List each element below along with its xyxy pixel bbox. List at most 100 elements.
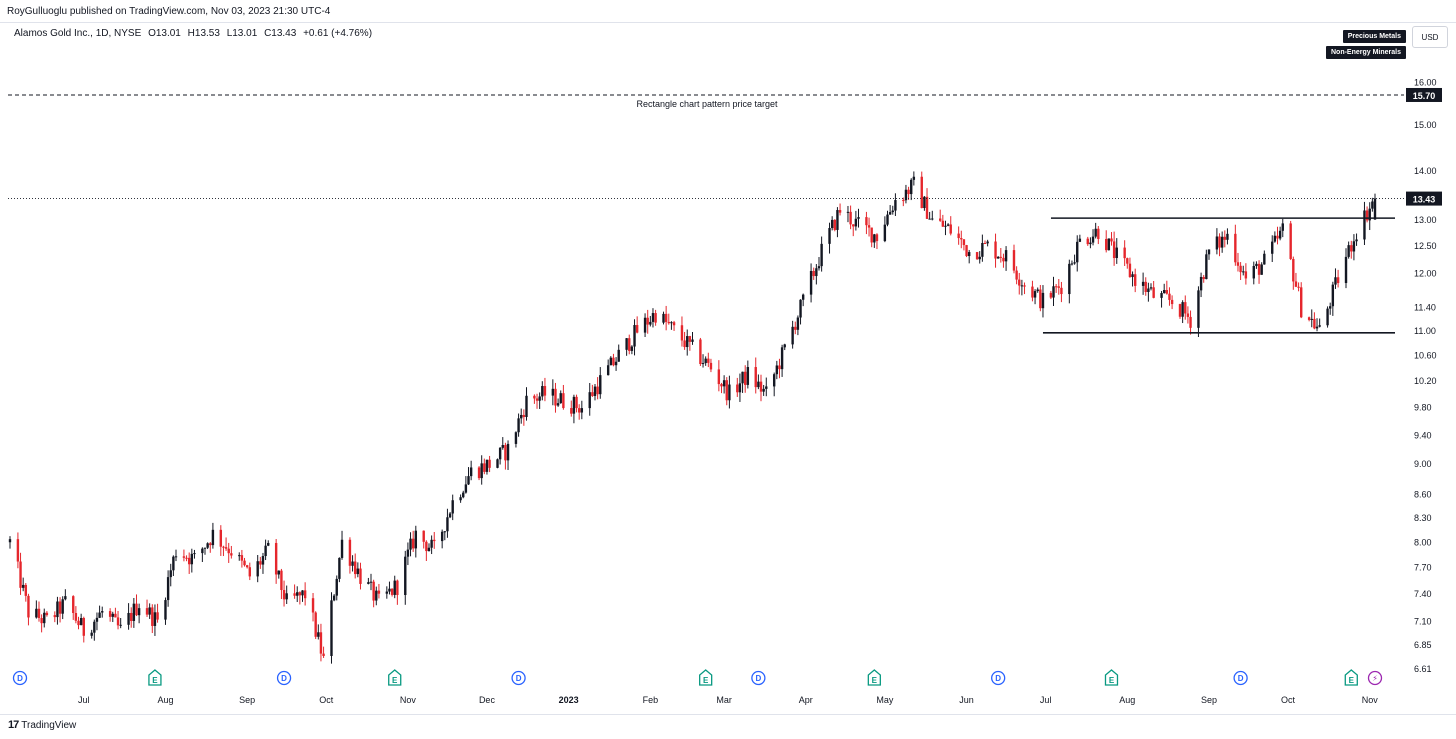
- candle-body: [1368, 208, 1371, 221]
- candle-body: [612, 357, 615, 366]
- candle-body: [1165, 290, 1169, 294]
- y-tick-label: 6.61: [1414, 664, 1432, 674]
- candle-body: [335, 578, 338, 596]
- candle-body: [643, 317, 647, 333]
- candle-body: [322, 653, 325, 656]
- candle-body: [941, 220, 945, 227]
- candle-body: [351, 561, 354, 566]
- candle-body: [1054, 286, 1058, 288]
- candle-body: [1015, 270, 1018, 280]
- dividend-marker-icon: [751, 670, 766, 686]
- candle-body: [211, 529, 215, 546]
- candle-body: [1178, 304, 1182, 317]
- candle-body: [209, 543, 212, 546]
- candle-body: [1134, 274, 1137, 286]
- candle-body: [369, 581, 373, 583]
- legend-symbol[interactable]: Alamos Gold Inc., 1D, NYSE: [14, 28, 142, 39]
- candle-body: [230, 553, 233, 556]
- candle-body: [1144, 281, 1147, 292]
- candle-body: [61, 599, 64, 614]
- candle-body: [301, 590, 304, 596]
- candle-body: [1033, 291, 1037, 298]
- candle-body: [946, 224, 950, 226]
- candle-body: [137, 608, 141, 616]
- y-tick-label: 12.50: [1414, 241, 1437, 251]
- x-tick-label: Feb: [643, 695, 659, 705]
- candle-body: [1002, 257, 1005, 262]
- y-tick-label: 7.10: [1414, 616, 1432, 626]
- candle-body: [801, 294, 805, 300]
- candle-body: [809, 270, 813, 295]
- candle-body: [983, 243, 987, 245]
- candle-body: [1350, 245, 1353, 252]
- currency-button[interactable]: USD: [1412, 26, 1448, 48]
- dividend-marker-letter: D: [17, 674, 23, 683]
- candle-body: [406, 549, 410, 557]
- candle-body: [145, 608, 149, 615]
- candle-body: [222, 546, 225, 548]
- dividend-marker-icon: [1233, 670, 1248, 686]
- candle-body: [1041, 292, 1045, 309]
- candle-body: [588, 392, 591, 409]
- candle-body: [783, 344, 786, 348]
- candle-body: [1347, 245, 1350, 257]
- candle-body: [1220, 236, 1224, 248]
- candle-body: [483, 463, 486, 472]
- earnings-marker-icon: [148, 669, 162, 686]
- candle-body: [1073, 262, 1076, 264]
- candle-body: [1110, 238, 1113, 242]
- candle-body: [556, 403, 560, 406]
- candle-body: [875, 234, 879, 242]
- candle-body: [538, 396, 541, 401]
- y-tick-label: 9.00: [1414, 459, 1432, 469]
- candle-body: [430, 539, 433, 548]
- candle-body: [414, 530, 418, 549]
- candle-body: [1107, 238, 1111, 251]
- candle-body: [765, 386, 768, 389]
- candle-body: [37, 608, 41, 619]
- candle-body: [820, 243, 823, 267]
- candle-body: [501, 445, 504, 448]
- candle-body: [1105, 238, 1108, 251]
- y-tick-label: 6.85: [1414, 640, 1432, 650]
- candle-body: [1273, 235, 1277, 242]
- candle-body: [135, 603, 138, 616]
- candle-body: [1315, 326, 1319, 329]
- candle-body: [1276, 235, 1279, 239]
- tradingview-logo[interactable]: 17 TradingView: [8, 719, 76, 731]
- candle-body: [1126, 258, 1129, 264]
- candle-body: [791, 326, 794, 345]
- candle-body: [633, 325, 636, 347]
- candle-body: [1289, 223, 1292, 259]
- candle-body: [190, 553, 194, 565]
- candle-body: [1070, 263, 1074, 265]
- candle-body: [359, 568, 362, 584]
- candle-body: [148, 607, 151, 615]
- candle-body: [282, 590, 286, 600]
- candle-body: [833, 219, 836, 230]
- sector-tag[interactable]: Precious Metals: [1342, 30, 1406, 43]
- candle-body: [1365, 210, 1369, 221]
- y-tick-label: 8.00: [1414, 537, 1432, 547]
- industry-tag[interactable]: Non-Energy Minerals: [1325, 46, 1406, 59]
- candle-body: [1089, 242, 1092, 245]
- candle-body: [1170, 299, 1174, 305]
- dividend-marker-icon: [12, 670, 28, 686]
- candle-body: [939, 218, 942, 221]
- candle-body: [625, 338, 628, 350]
- candle-body: [1012, 250, 1016, 271]
- x-tick-label: May: [876, 695, 894, 705]
- candle-body: [1336, 277, 1340, 284]
- candle-body: [64, 596, 67, 600]
- candle-body: [1152, 287, 1155, 298]
- earnings-marker-icon: [1104, 669, 1119, 686]
- candle-body: [1147, 288, 1150, 292]
- candle-body: [570, 408, 573, 414]
- candle-body: [193, 553, 196, 555]
- candle-body: [1149, 287, 1153, 289]
- candle-body: [119, 624, 122, 626]
- dividend-marker-letter: D: [281, 674, 287, 683]
- candle-body: [111, 613, 114, 617]
- candle-body: [101, 611, 104, 613]
